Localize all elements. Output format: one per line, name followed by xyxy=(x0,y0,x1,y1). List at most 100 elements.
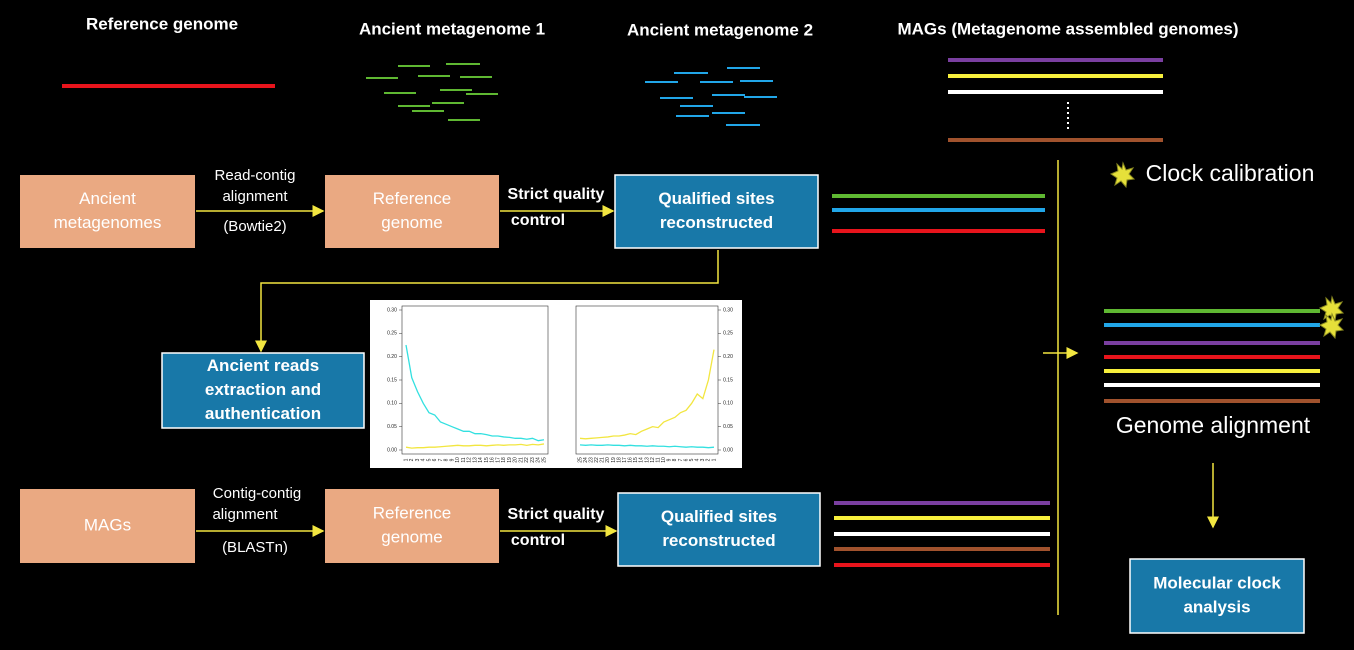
y-tick-label: 0.25 xyxy=(723,331,733,337)
x-tick-label: 2 xyxy=(706,458,712,461)
box-label: genome xyxy=(381,213,442,232)
x-tick-label: 10 xyxy=(455,457,461,463)
x-tick-label: 21 xyxy=(518,457,524,463)
illustration xyxy=(62,58,1163,142)
box: Molecular clock analysis xyxy=(1129,558,1305,634)
x-tick-label: 22 xyxy=(524,457,530,463)
box-shape xyxy=(325,175,499,248)
box-label: MAGs xyxy=(84,515,131,534)
box-shape xyxy=(161,352,365,429)
x-tick-label: 19 xyxy=(507,457,513,463)
x-tick-label: 13 xyxy=(644,457,650,463)
star-icons xyxy=(1109,161,1345,340)
header: Ancient metagenome 2 xyxy=(627,20,813,39)
y-tick-label: 0.10 xyxy=(387,401,397,407)
box-shape xyxy=(325,489,499,563)
damage-line xyxy=(579,444,715,449)
x-tick-label: 10 xyxy=(661,457,667,463)
plot-background xyxy=(370,300,742,468)
x-tick-label: 8 xyxy=(672,458,678,461)
edge-label: control xyxy=(511,532,565,549)
y-tick-label: 0.00 xyxy=(723,447,733,453)
y-tick-label: 0.20 xyxy=(387,354,397,360)
damage-line xyxy=(405,443,545,449)
y-tick-label: 0.25 xyxy=(387,331,397,337)
x-tick-label: 14 xyxy=(639,457,645,463)
box-label: genome xyxy=(381,527,442,546)
aligned-lines xyxy=(832,194,1320,567)
x-tick-label: 17 xyxy=(622,457,628,463)
x-tick-label: 20 xyxy=(605,457,611,463)
x-tick-label: 25 xyxy=(577,457,583,463)
x-tick-label: 3 xyxy=(415,458,421,461)
y-tick-label: 0.15 xyxy=(387,377,397,383)
x-tick-label: 16 xyxy=(490,457,496,463)
damage-plot: 0.000.050.100.150.200.250.301 2 3 4 5 6 7 8 9 10 1… xyxy=(370,300,742,468)
x-tick-label: 2 xyxy=(409,458,415,461)
y-tick-label: 0.20 xyxy=(723,354,733,360)
x-tick-label: 5 xyxy=(426,458,432,461)
x-tick-label: 9 xyxy=(449,458,455,461)
box-label: authentication xyxy=(205,404,321,423)
box: Ancient metagenomes xyxy=(20,175,195,248)
x-tick-label: 20 xyxy=(513,457,519,463)
box-shape xyxy=(614,174,819,249)
edge-label: Contig-contig xyxy=(213,485,301,502)
x-tick-label: 18 xyxy=(501,457,507,463)
x-tick-label: 24 xyxy=(583,457,589,463)
x-tick-label: 6 xyxy=(683,458,689,461)
x-tick-label: 18 xyxy=(616,457,622,463)
box-label: Ancient xyxy=(79,189,136,208)
x-tick-label: 15 xyxy=(484,457,490,463)
x-tick-label: 21 xyxy=(600,457,606,463)
x-tick-label: 24 xyxy=(536,457,542,463)
connectors xyxy=(196,160,1219,615)
x-tick-label: 14 xyxy=(478,457,484,463)
edge-label: Strict quality xyxy=(508,506,605,523)
x-tick-label: 22 xyxy=(594,457,600,463)
box: Qualified sites reconstructed xyxy=(617,492,821,567)
x-tick-label: 8 xyxy=(444,458,450,461)
x-tick-label: 15 xyxy=(633,457,639,463)
damage-line xyxy=(579,349,715,440)
edge-label: alignment xyxy=(212,506,278,523)
x-tick-label: 1 xyxy=(711,458,717,461)
x-tick-label: 1 xyxy=(403,458,409,461)
y-tick-label: 0.00 xyxy=(387,447,397,453)
x-tick-label: 23 xyxy=(530,457,536,463)
box-label: Reference xyxy=(373,503,451,522)
header: Ancient metagenome 1 xyxy=(359,19,545,38)
x-tick-label: 11 xyxy=(461,457,467,462)
box-label: Qualified sites xyxy=(658,189,774,208)
box-label: Ancient reads xyxy=(207,356,319,375)
edge-label: Read-contig xyxy=(215,167,296,184)
y-tick-label: 0.10 xyxy=(723,401,733,407)
x-tick-label: 7 xyxy=(678,458,684,461)
y-tick-label: 0.15 xyxy=(723,377,733,383)
x-tick-label: 11 xyxy=(655,457,661,462)
damage-line xyxy=(405,344,545,442)
box-label: reconstructed xyxy=(662,531,775,550)
x-tick-label: 17 xyxy=(495,457,501,463)
y-tick-label: 0.05 xyxy=(723,424,733,430)
y-tick-label: 0.30 xyxy=(387,307,397,313)
edge-label: Strict quality xyxy=(508,186,605,203)
box-label: Reference xyxy=(373,189,451,208)
edge-label: control xyxy=(511,212,565,229)
box-shape xyxy=(617,492,821,567)
box: Qualified sites reconstructed xyxy=(614,174,819,249)
box-label: analysis xyxy=(1183,597,1250,616)
x-tick-label: 23 xyxy=(588,457,594,463)
box-shape xyxy=(20,175,195,248)
x-tick-label: 16 xyxy=(628,457,634,463)
x-tick-label: 6 xyxy=(432,458,438,461)
box: Ancient reads extraction and authenticatio… xyxy=(161,352,365,429)
header: MAGs (Metagenome assembled genomes) xyxy=(897,19,1238,38)
box-label: Molecular clock xyxy=(1153,573,1281,592)
x-tick-label: 5 xyxy=(689,458,695,461)
x-tick-label: 19 xyxy=(611,457,617,463)
x-tick-label: 4 xyxy=(695,458,701,461)
box: Reference genome xyxy=(325,489,499,563)
box-label: metagenomes xyxy=(54,213,162,232)
